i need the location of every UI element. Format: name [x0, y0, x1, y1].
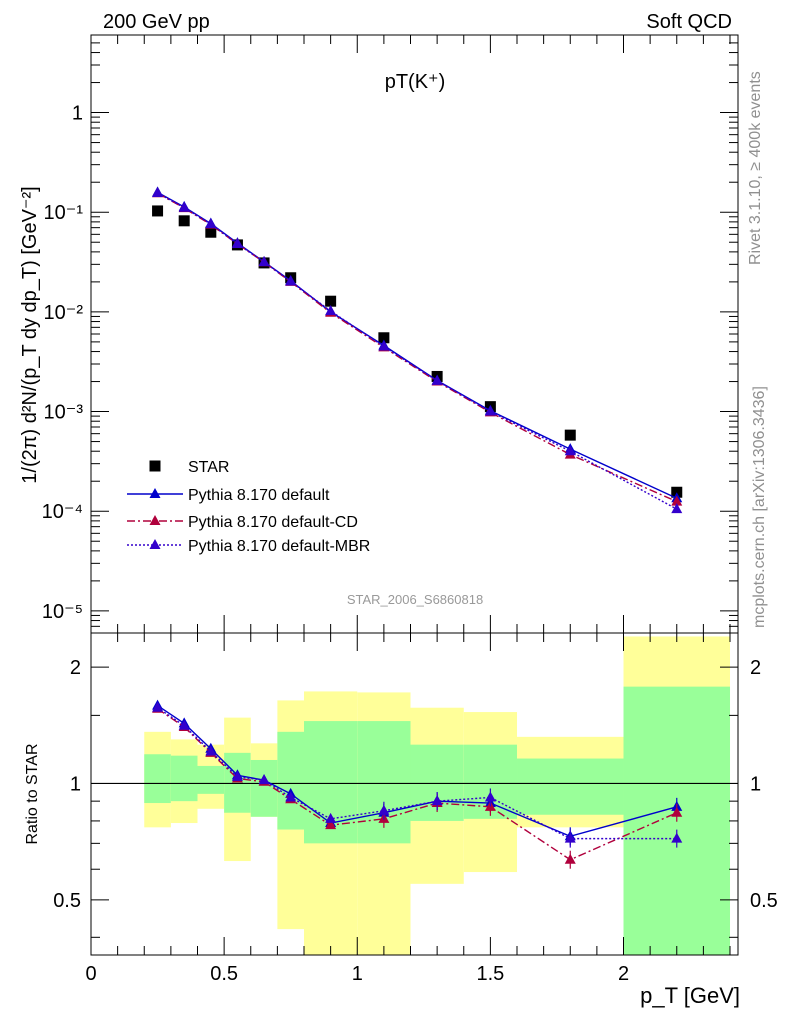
- ratio-marker-2: [671, 832, 683, 843]
- ratio-y-tick-label: 0.5: [53, 890, 81, 912]
- inner-band: [170, 755, 198, 802]
- ratio-marker-2: [378, 804, 390, 815]
- ratio-marker-1: [671, 806, 683, 817]
- star-point: [152, 205, 164, 217]
- series-marker-3: [178, 201, 190, 212]
- y-tick-label: 10⁻²: [44, 302, 84, 324]
- analysis-watermark: STAR_2006_S6860818: [347, 592, 483, 607]
- category-label: Soft QCD: [646, 11, 732, 33]
- legend-marker-1: [149, 488, 161, 498]
- legend-label-2: Pythia 8.170 default-CD: [188, 514, 358, 531]
- x-tick-label: 0: [85, 963, 96, 985]
- y-tick-label: 10⁻³: [44, 402, 84, 424]
- series-marker-3: [285, 275, 297, 286]
- x-tick-label: 1: [352, 963, 363, 985]
- ratio-marker-2: [431, 795, 443, 806]
- legend-label-0: STAR: [188, 459, 229, 476]
- y-axis-label: 1/(2π) d²N/(p_T dy dp_T) [GeV⁻²]: [19, 186, 41, 483]
- star-point: [564, 429, 576, 441]
- series-marker-3: [258, 256, 270, 267]
- ratio-y-tick-label-right: 2: [750, 657, 761, 679]
- ratio-data-layer: [152, 699, 683, 869]
- legend: STAR Pythia 8.170 default Pythia 8.170 def…: [127, 459, 370, 555]
- series-marker-3: [671, 503, 683, 514]
- star-point: [178, 215, 190, 227]
- ratio-line-1: [157, 708, 678, 861]
- legend-label-3: Pythia 8.170 default-MBR: [188, 538, 370, 555]
- inner-band: [197, 765, 225, 794]
- ratio-marker-2: [231, 770, 243, 781]
- series-marker-2: [671, 495, 683, 506]
- ratio-line-0: [157, 705, 677, 838]
- ratio-marker-2: [152, 701, 164, 712]
- x-tick-label: 2: [618, 963, 629, 985]
- ratio-frame: [90, 632, 739, 956]
- ratio-marker-2: [178, 719, 190, 730]
- ratio-marker-2: [285, 791, 297, 802]
- series-marker-3: [231, 237, 243, 248]
- ratio-marker-2: [325, 812, 337, 823]
- x-tick-label: 0.5: [210, 963, 238, 985]
- ratio-y-tick-label-right: 0.5: [750, 890, 778, 912]
- series-marker-3: [484, 405, 496, 416]
- series-line-1: [157, 191, 678, 499]
- series-marker-3: [378, 340, 390, 351]
- star-point: [325, 295, 337, 307]
- inner-band: [224, 752, 251, 813]
- series-line-3: [157, 192, 678, 510]
- rivet-label: Rivet 3.1.10, ≥ 400k events: [747, 71, 764, 265]
- series-marker-3: [564, 445, 576, 456]
- y-tick-label: 1: [72, 103, 83, 125]
- inner-band: [277, 731, 305, 830]
- mcplots-label: mcplots.cern.ch [arXiv:1306.3436]: [751, 386, 768, 628]
- legend-marker-3: [149, 539, 161, 549]
- star-point: [205, 226, 217, 238]
- ratio-marker-2: [564, 832, 576, 843]
- inner-band: [144, 754, 171, 804]
- ratio-marker-1: [564, 853, 576, 864]
- y-tick-label: 10⁻⁵: [42, 601, 83, 623]
- legend-marker-star: [149, 460, 161, 472]
- x-tick-label: 1.5: [476, 963, 504, 985]
- ratio-marker-1: [325, 819, 337, 830]
- ratio-ticks: 0.5 0.5 1 1 2 2 0 0.5 1 1.5 2: [53, 633, 778, 985]
- ratio-y-tick-label: 1: [70, 773, 81, 795]
- y-tick-label: 10⁻¹: [44, 202, 84, 224]
- y-tick-label: 10⁻⁴: [42, 501, 83, 523]
- series-marker-3: [205, 218, 217, 229]
- series-marker-3: [325, 305, 337, 316]
- inner-band: [517, 758, 624, 815]
- main-panel: 10⁻⁵ 10⁻⁴ 10⁻³ 10⁻² 10⁻¹ 1 pT(K⁺) STAR_2006_S…: [19, 34, 739, 634]
- ratio-marker-2: [484, 791, 496, 802]
- ratio-panel: 0.5 0.5 1 1 2 2 0 0.5 1 1.5 2 Ratio to STAR p_T [G…: [24, 632, 778, 1008]
- main-data-layer: [152, 186, 683, 514]
- series-marker-3: [431, 374, 443, 385]
- legend-label-1: Pythia 8.170 default: [188, 487, 330, 504]
- legend-marker-2: [149, 515, 161, 525]
- main-ticks: 10⁻⁵ 10⁻⁴ 10⁻³ 10⁻² 10⁻¹ 1: [42, 34, 738, 634]
- ratio-y-tick-label: 2: [70, 657, 81, 679]
- series-marker-3: [152, 186, 164, 197]
- plot-title: pT(K⁺): [385, 71, 446, 93]
- ratio-marker-2: [258, 774, 270, 785]
- star-point: [378, 332, 390, 344]
- x-axis-label: p_T [GeV]: [640, 983, 740, 1008]
- ratio-y-tick-label-right: 1: [750, 773, 761, 795]
- ratio-y-axis-label: Ratio to STAR: [24, 743, 41, 844]
- ratio-marker-2: [205, 745, 217, 756]
- energy-label: 200 GeV pp: [103, 11, 210, 33]
